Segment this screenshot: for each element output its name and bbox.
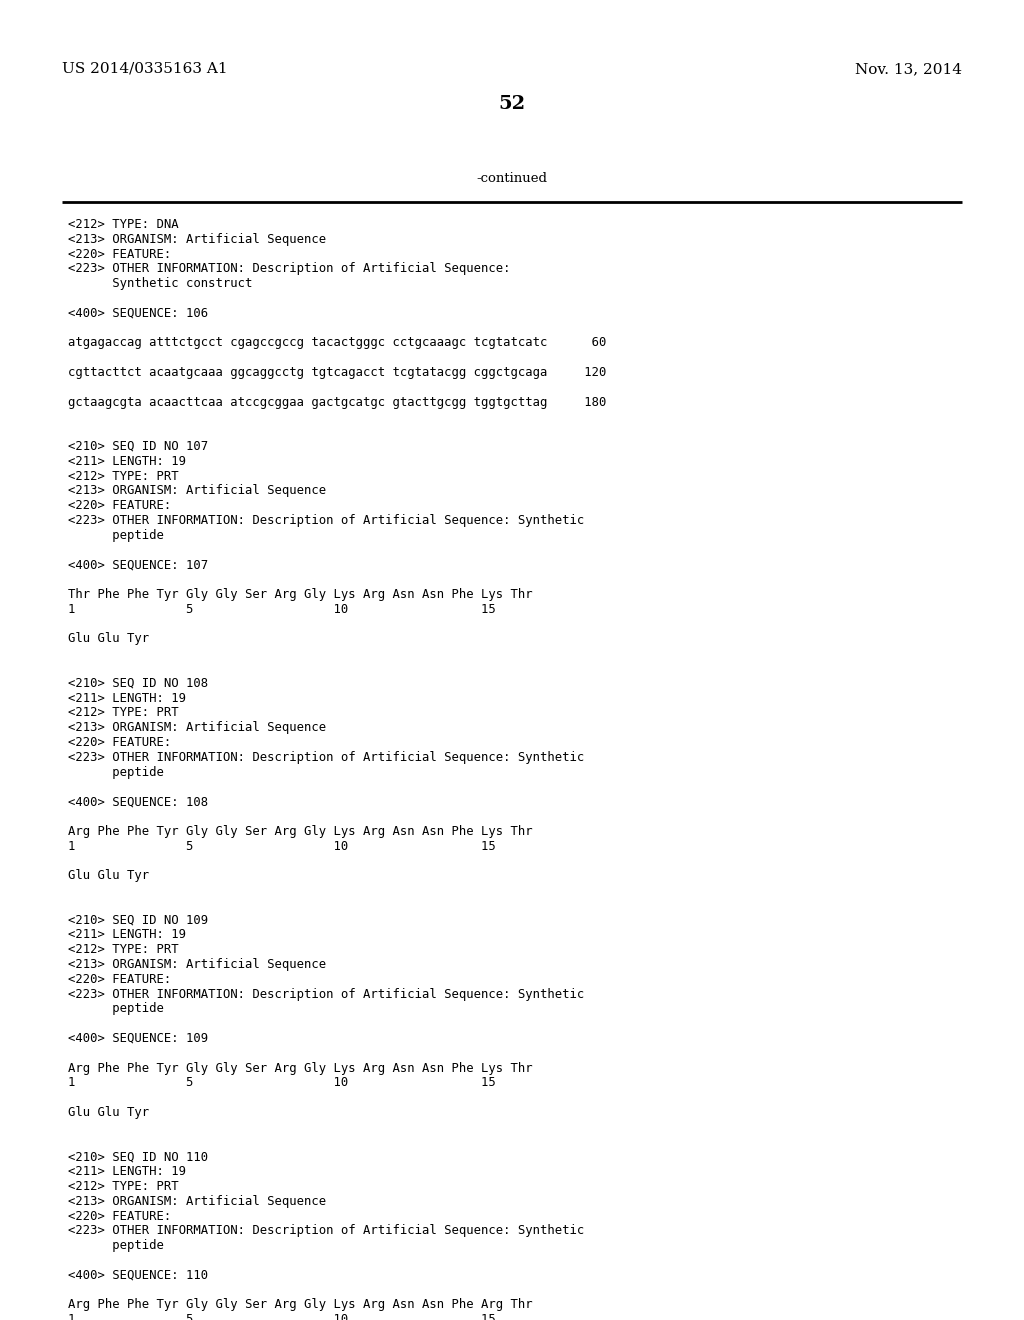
Text: <400> SEQUENCE: 107: <400> SEQUENCE: 107 — [68, 558, 208, 572]
Text: 1               5                   10                  15: 1 5 10 15 — [68, 1076, 496, 1089]
Text: <223> OTHER INFORMATION: Description of Artificial Sequence: Synthetic: <223> OTHER INFORMATION: Description of … — [68, 751, 585, 764]
Text: peptide: peptide — [68, 1239, 164, 1253]
Text: <212> TYPE: DNA: <212> TYPE: DNA — [68, 218, 178, 231]
Text: <210> SEQ ID NO 109: <210> SEQ ID NO 109 — [68, 913, 208, 927]
Text: Arg Phe Phe Tyr Gly Gly Ser Arg Gly Lys Arg Asn Asn Phe Arg Thr: Arg Phe Phe Tyr Gly Gly Ser Arg Gly Lys … — [68, 1299, 532, 1311]
Text: Glu Glu Tyr: Glu Glu Tyr — [68, 1106, 150, 1119]
Text: -continued: -continued — [476, 172, 548, 185]
Text: <211> LENGTH: 19: <211> LENGTH: 19 — [68, 1166, 186, 1179]
Text: <220> FEATURE:: <220> FEATURE: — [68, 248, 171, 260]
Text: atgagaccag atttctgcct cgagccgccg tacactgggc cctgcaaagc tcgtatcatc      60: atgagaccag atttctgcct cgagccgccg tacactg… — [68, 337, 606, 350]
Text: <212> TYPE: PRT: <212> TYPE: PRT — [68, 706, 178, 719]
Text: <400> SEQUENCE: 106: <400> SEQUENCE: 106 — [68, 306, 208, 319]
Text: <210> SEQ ID NO 110: <210> SEQ ID NO 110 — [68, 1151, 208, 1163]
Text: <213> ORGANISM: Artificial Sequence: <213> ORGANISM: Artificial Sequence — [68, 484, 326, 498]
Text: 52: 52 — [499, 95, 525, 114]
Text: peptide: peptide — [68, 529, 164, 541]
Text: Nov. 13, 2014: Nov. 13, 2014 — [855, 62, 962, 77]
Text: <400> SEQUENCE: 110: <400> SEQUENCE: 110 — [68, 1269, 208, 1282]
Text: <223> OTHER INFORMATION: Description of Artificial Sequence: Synthetic: <223> OTHER INFORMATION: Description of … — [68, 513, 585, 527]
Text: Thr Phe Phe Tyr Gly Gly Ser Arg Gly Lys Arg Asn Asn Phe Lys Thr: Thr Phe Phe Tyr Gly Gly Ser Arg Gly Lys … — [68, 587, 532, 601]
Text: <212> TYPE: PRT: <212> TYPE: PRT — [68, 1180, 178, 1193]
Text: peptide: peptide — [68, 1002, 164, 1015]
Text: gctaagcgta acaacttcaa atccgcggaa gactgcatgc gtacttgcgg tggtgcttag     180: gctaagcgta acaacttcaa atccgcggaa gactgca… — [68, 396, 606, 409]
Text: Synthetic construct: Synthetic construct — [68, 277, 252, 290]
Text: <211> LENGTH: 19: <211> LENGTH: 19 — [68, 455, 186, 467]
Text: 1               5                   10                  15: 1 5 10 15 — [68, 603, 496, 616]
Text: US 2014/0335163 A1: US 2014/0335163 A1 — [62, 62, 227, 77]
Text: <210> SEQ ID NO 108: <210> SEQ ID NO 108 — [68, 677, 208, 690]
Text: <211> LENGTH: 19: <211> LENGTH: 19 — [68, 928, 186, 941]
Text: <400> SEQUENCE: 109: <400> SEQUENCE: 109 — [68, 1032, 208, 1045]
Text: <212> TYPE: PRT: <212> TYPE: PRT — [68, 944, 178, 956]
Text: <213> ORGANISM: Artificial Sequence: <213> ORGANISM: Artificial Sequence — [68, 958, 326, 972]
Text: <400> SEQUENCE: 108: <400> SEQUENCE: 108 — [68, 795, 208, 808]
Text: <220> FEATURE:: <220> FEATURE: — [68, 1209, 171, 1222]
Text: <220> FEATURE:: <220> FEATURE: — [68, 737, 171, 748]
Text: 1               5                   10                  15: 1 5 10 15 — [68, 1313, 496, 1320]
Text: <220> FEATURE:: <220> FEATURE: — [68, 973, 171, 986]
Text: <220> FEATURE:: <220> FEATURE: — [68, 499, 171, 512]
Text: <212> TYPE: PRT: <212> TYPE: PRT — [68, 470, 178, 483]
Text: <223> OTHER INFORMATION: Description of Artificial Sequence:: <223> OTHER INFORMATION: Description of … — [68, 263, 511, 276]
Text: <223> OTHER INFORMATION: Description of Artificial Sequence: Synthetic: <223> OTHER INFORMATION: Description of … — [68, 1225, 585, 1237]
Text: Glu Glu Tyr: Glu Glu Tyr — [68, 632, 150, 645]
Text: <211> LENGTH: 19: <211> LENGTH: 19 — [68, 692, 186, 705]
Text: <213> ORGANISM: Artificial Sequence: <213> ORGANISM: Artificial Sequence — [68, 232, 326, 246]
Text: Arg Phe Phe Tyr Gly Gly Ser Arg Gly Lys Arg Asn Asn Phe Lys Thr: Arg Phe Phe Tyr Gly Gly Ser Arg Gly Lys … — [68, 825, 532, 838]
Text: peptide: peptide — [68, 766, 164, 779]
Text: cgttacttct acaatgcaaa ggcaggcctg tgtcagacct tcgtatacgg cggctgcaga     120: cgttacttct acaatgcaaa ggcaggcctg tgtcaga… — [68, 366, 606, 379]
Text: 1               5                   10                  15: 1 5 10 15 — [68, 840, 496, 853]
Text: <213> ORGANISM: Artificial Sequence: <213> ORGANISM: Artificial Sequence — [68, 721, 326, 734]
Text: Glu Glu Tyr: Glu Glu Tyr — [68, 869, 150, 882]
Text: <213> ORGANISM: Artificial Sequence: <213> ORGANISM: Artificial Sequence — [68, 1195, 326, 1208]
Text: <210> SEQ ID NO 107: <210> SEQ ID NO 107 — [68, 440, 208, 453]
Text: Arg Phe Phe Tyr Gly Gly Ser Arg Gly Lys Arg Asn Asn Phe Lys Thr: Arg Phe Phe Tyr Gly Gly Ser Arg Gly Lys … — [68, 1061, 532, 1074]
Text: <223> OTHER INFORMATION: Description of Artificial Sequence: Synthetic: <223> OTHER INFORMATION: Description of … — [68, 987, 585, 1001]
